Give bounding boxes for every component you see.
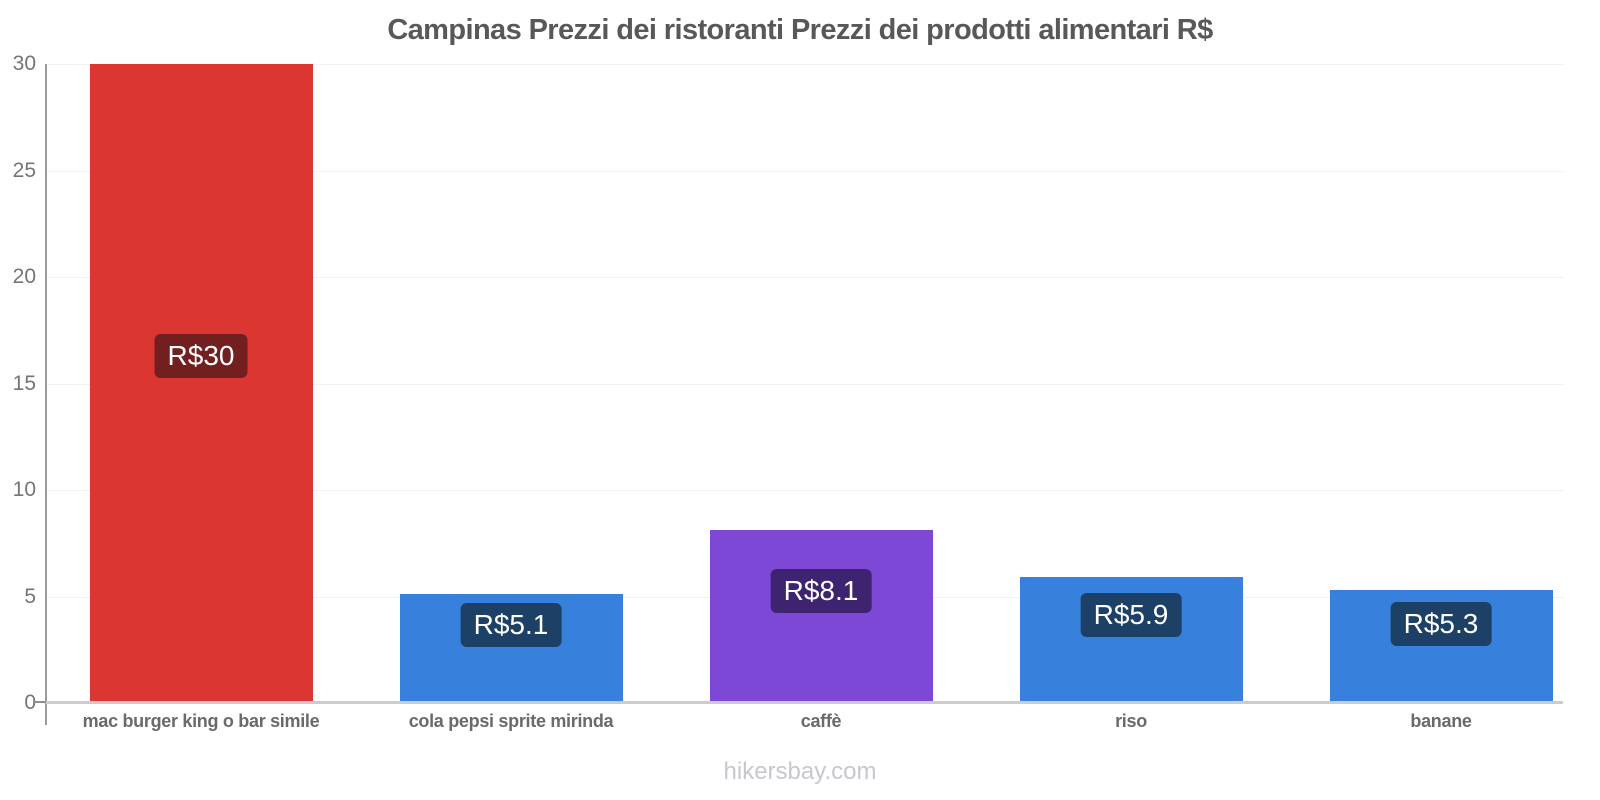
category-label-3: riso xyxy=(1115,711,1147,731)
chart-title: Campinas Prezzi dei ristoranti Prezzi de… xyxy=(387,14,1213,46)
bar-0[interactable] xyxy=(90,64,313,703)
x-axis-line xyxy=(46,701,1563,704)
y-tick-label-30: 30 xyxy=(12,52,36,75)
y-axis-line xyxy=(45,64,47,725)
y-axis-zero-tick xyxy=(33,701,46,703)
y-tick-label-10: 10 xyxy=(12,478,36,501)
gridline-25 xyxy=(46,171,1563,172)
value-label-3: R$5.9 xyxy=(1080,593,1182,637)
category-label-2: caffè xyxy=(800,711,842,731)
y-tick-label-25: 25 xyxy=(12,159,36,182)
category-label-0: mac burger king o bar simile xyxy=(82,711,320,731)
category-label-4: banane xyxy=(1410,711,1472,731)
bar-2[interactable] xyxy=(710,530,933,703)
gridline-30 xyxy=(46,64,1563,65)
value-label-2: R$8.1 xyxy=(770,569,872,613)
y-tick-label-0: 0 xyxy=(24,691,36,714)
category-label-1: cola pepsi sprite mirinda xyxy=(408,711,614,731)
value-label-0: R$30 xyxy=(154,334,248,378)
gridline-20 xyxy=(46,277,1563,278)
y-tick-label-20: 20 xyxy=(12,265,36,288)
value-label-4: R$5.3 xyxy=(1390,602,1492,646)
y-tick-label-15: 15 xyxy=(12,372,36,395)
y-tick-label-5: 5 xyxy=(24,585,36,608)
watermark: hikersbay.com xyxy=(723,758,877,785)
value-label-1: R$5.1 xyxy=(460,603,562,647)
gridline-10 xyxy=(46,490,1563,491)
gridline-15 xyxy=(46,384,1563,385)
